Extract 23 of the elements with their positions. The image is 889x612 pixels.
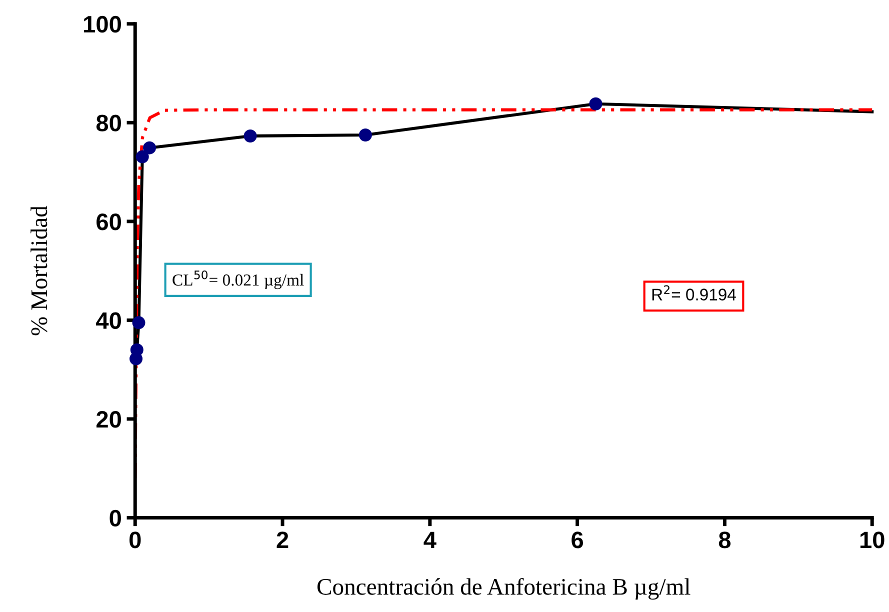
y-tick-label: 0 (110, 510, 121, 527)
y-tick-label: 20 (96, 411, 121, 428)
point (142, 141, 156, 154)
x-axis-title: Concentración de Anfotericina B µg/ml (317, 578, 690, 600)
x-tick-label: 10 (860, 532, 884, 548)
point (136, 150, 149, 164)
point (589, 97, 602, 110)
point (358, 128, 372, 142)
point (130, 343, 144, 356)
x-tick-label: 6 (572, 532, 584, 548)
annotation: CL$^{50}$= 0.021 µg/ml (172, 270, 304, 290)
y-tick-label: 60 (96, 213, 121, 230)
x-tick-label: 8 (718, 532, 731, 548)
point (244, 129, 257, 142)
x-tick-label: 0 (129, 532, 141, 548)
y-tick-label: 100 (84, 16, 121, 33)
y-axis-title: % Mortalidad (30, 206, 48, 336)
point (132, 316, 146, 330)
y-tick-label: 80 (96, 114, 121, 132)
y-tick-label: 40 (96, 312, 121, 329)
x-tick-label: 2 (276, 532, 288, 548)
x-tick-label: 4 (424, 532, 436, 548)
annotation: R$^{2}$= 0.9194 (652, 285, 736, 300)
